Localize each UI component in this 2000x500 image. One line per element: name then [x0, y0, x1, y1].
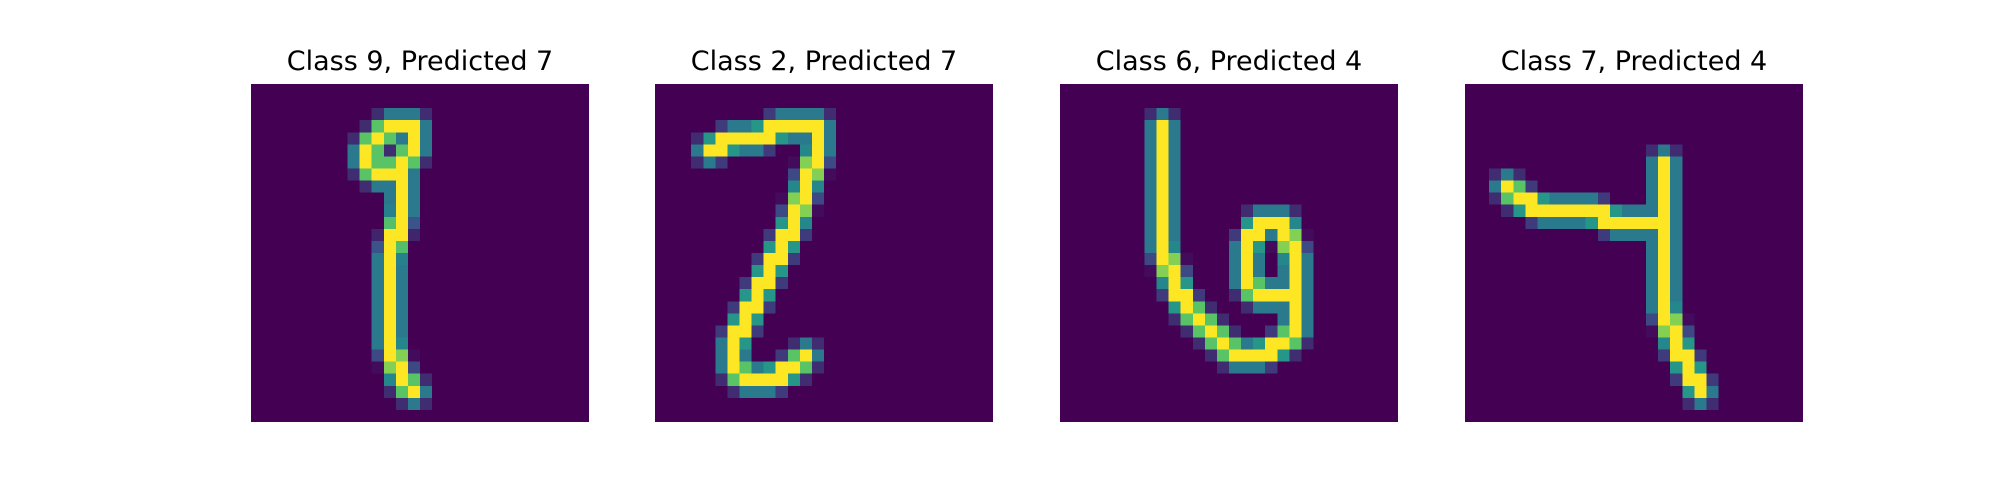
subplot-title: Class 6, Predicted 4	[1095, 46, 1363, 77]
subplot-title: Class 7, Predicted 4	[1500, 46, 1768, 77]
subplot-title: Class 9, Predicted 7	[286, 46, 554, 77]
digit-image	[1060, 84, 1398, 422]
digit-image	[1465, 84, 1803, 422]
subplot-title: Class 2, Predicted 7	[690, 46, 958, 77]
digit-image	[655, 84, 993, 422]
digit-image	[251, 84, 589, 422]
